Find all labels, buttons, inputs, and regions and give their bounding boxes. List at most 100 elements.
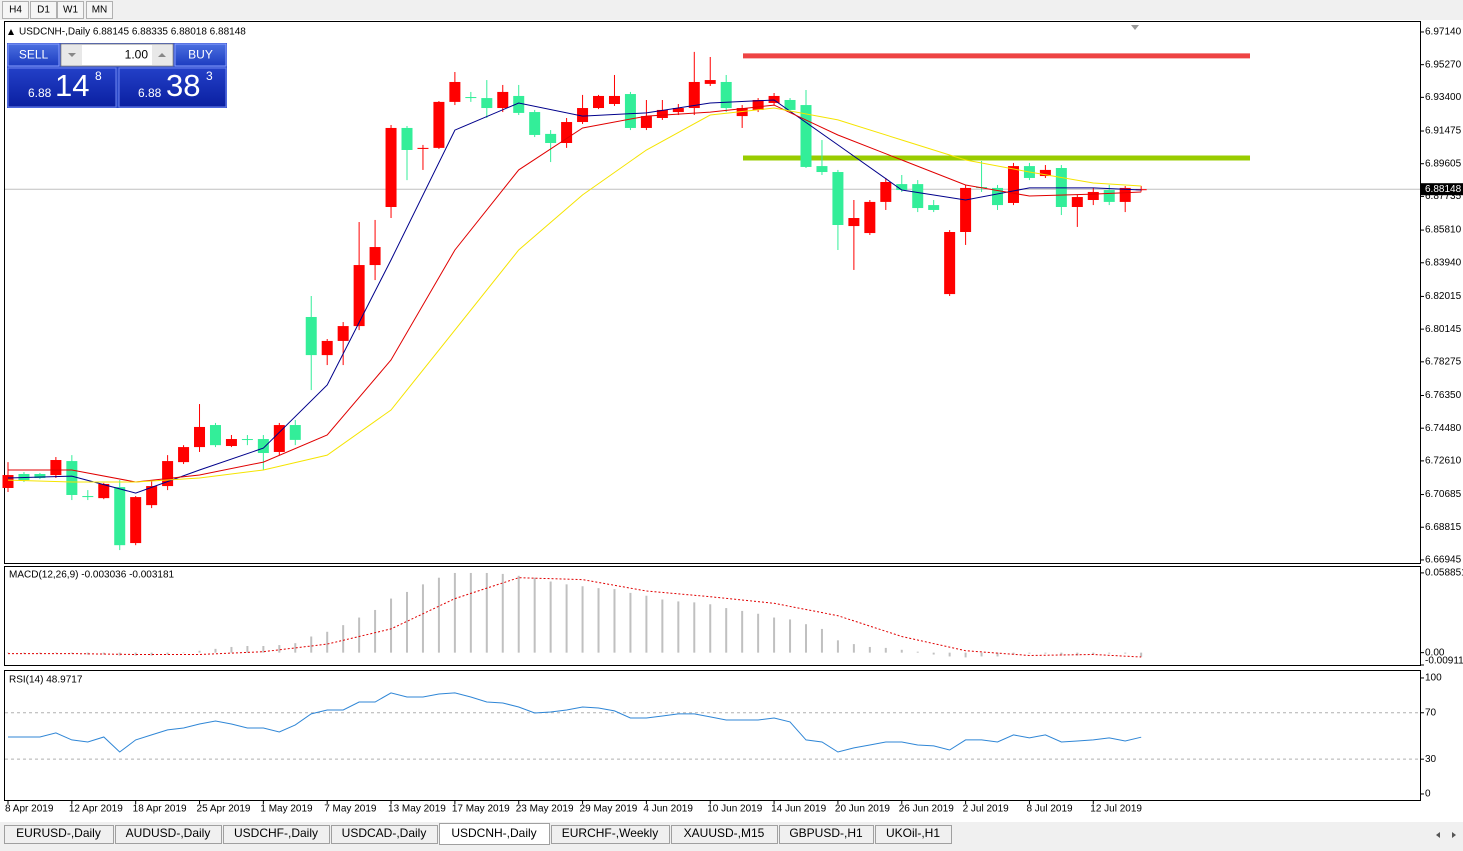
buy-price-prefix: 6.88 — [138, 86, 162, 100]
timeframe-tab[interactable] — [57, 1, 84, 19]
macd-bar — [1012, 652, 1015, 655]
macd-bar — [789, 619, 792, 653]
candle-body — [98, 483, 110, 499]
sell-label: SELL — [19, 48, 49, 62]
macd-bar — [916, 651, 919, 653]
scroll-left[interactable] — [1436, 832, 1440, 838]
chart-tab[interactable] — [875, 825, 952, 844]
chart-tab-label: EURCHF-,Weekly — [562, 826, 658, 840]
buy-button[interactable] — [174, 43, 227, 67]
macd-bar — [469, 572, 472, 653]
chart-tab[interactable] — [331, 825, 438, 844]
candle-body — [593, 95, 605, 109]
candle-body — [561, 122, 573, 143]
macd-bar — [1044, 652, 1047, 654]
timeframe-tab[interactable] — [86, 1, 113, 19]
macd-bar — [501, 573, 504, 653]
y-tick-label: 0.00 — [1425, 647, 1445, 658]
chart-tab[interactable] — [115, 825, 222, 844]
macd-bar — [868, 646, 871, 653]
chart-tab[interactable] — [4, 825, 114, 844]
candle-body — [656, 109, 668, 118]
x-tick-label: 8 Apr 2019 — [5, 804, 54, 815]
y-tick-label: 70 — [1425, 707, 1437, 718]
macd-bar — [661, 599, 664, 653]
y-tick-label: 6.72610 — [1425, 456, 1462, 467]
chart-tab[interactable] — [671, 825, 778, 844]
y-tick-label: 6.87735 — [1425, 191, 1462, 202]
candle-body — [50, 460, 62, 476]
macd-bar — [725, 608, 728, 653]
macd-bar — [932, 652, 935, 655]
buy-price-big: 38 — [166, 68, 200, 103]
macd-bar — [1092, 652, 1095, 655]
scroll-right[interactable] — [1452, 832, 1456, 838]
rsi-title: RSI(14) 48.9717 — [9, 675, 83, 686]
candle-body — [960, 187, 972, 233]
one-click-trading: SELL 1.00 BUY 6.88 14 8 6.88 38 3 — [7, 43, 227, 108]
macd-bar — [374, 609, 377, 653]
lot-input[interactable] — [60, 43, 174, 67]
macd-bar — [884, 647, 887, 653]
y-tick-label: 100 — [1425, 673, 1442, 684]
down-arrow — [68, 53, 76, 57]
chart-tabs: EURUSD-,Daily AUDUSD-,Daily USDCHF-,Daily U… — [4, 823, 952, 845]
candle-body — [1007, 166, 1019, 203]
macd-bar — [453, 572, 456, 653]
sell-price-small: 8 — [95, 69, 102, 83]
toolbar — [0, 0, 1463, 20]
chart-tab[interactable] — [551, 825, 670, 844]
candle-body — [114, 487, 126, 546]
y-tick-label: 0.058851 — [1425, 568, 1463, 579]
lot-value: 1.00 — [125, 48, 149, 62]
chart-tab-label: USDCNH-,Daily — [451, 826, 536, 840]
timeframe-tab[interactable] — [2, 1, 29, 19]
x-tick-label: 13 May 2019 — [388, 804, 446, 815]
chart-tab[interactable] — [223, 825, 330, 844]
x-tick-label: 18 Apr 2019 — [133, 804, 187, 815]
candle-body — [1103, 190, 1115, 202]
candle-body — [640, 116, 652, 128]
y-tick-label: 6.83940 — [1425, 257, 1462, 268]
chart-tab[interactable] — [439, 823, 550, 845]
candle-body — [465, 97, 477, 99]
sell-price-prefix: 6.88 — [28, 86, 52, 100]
macd-bar — [406, 591, 408, 653]
up-arrow — [158, 53, 166, 57]
x-tick-label: 4 Jun 2019 — [643, 804, 693, 815]
collapse-icon[interactable] — [8, 29, 14, 35]
candle-body — [992, 187, 1004, 206]
candle-body — [880, 181, 892, 202]
macd-bar — [278, 645, 281, 653]
candle-body — [672, 108, 684, 113]
y-tick-label: 6.89605 — [1425, 158, 1462, 169]
candle-body — [449, 81, 461, 102]
candle-body — [353, 265, 365, 327]
sell-price-box[interactable] — [7, 67, 117, 108]
macd-bar — [964, 652, 967, 658]
candle-body — [401, 127, 413, 150]
macd-bar — [900, 649, 903, 653]
timeframe-tab[interactable] — [30, 1, 57, 19]
x-tick-label: 8 Jul 2019 — [1026, 804, 1073, 815]
candle-body — [178, 447, 190, 463]
buy-price-box[interactable] — [118, 67, 227, 108]
timeframe-label: W1 — [63, 5, 78, 16]
macd-bar — [182, 652, 185, 654]
macd-bar — [294, 643, 297, 653]
y-tick-label: 6.68815 — [1425, 522, 1462, 533]
sell-price-big: 14 — [55, 68, 89, 103]
rsi-line — [8, 692, 1142, 753]
macd-bar — [533, 577, 536, 653]
x-tick-label: 2 Jul 2019 — [963, 804, 1010, 815]
y-tick-label: -0.009116 — [1425, 656, 1463, 667]
sell-button[interactable] — [7, 43, 60, 67]
x-tick-label: 1 May 2019 — [260, 804, 313, 815]
candle-body — [513, 95, 525, 113]
chart-tab-label: EURUSD-,Daily — [16, 826, 101, 840]
macd-bar — [102, 652, 105, 655]
chart-tab[interactable] — [779, 825, 874, 844]
y-tick-label: 6.80145 — [1425, 324, 1462, 335]
candle-body — [66, 461, 78, 495]
